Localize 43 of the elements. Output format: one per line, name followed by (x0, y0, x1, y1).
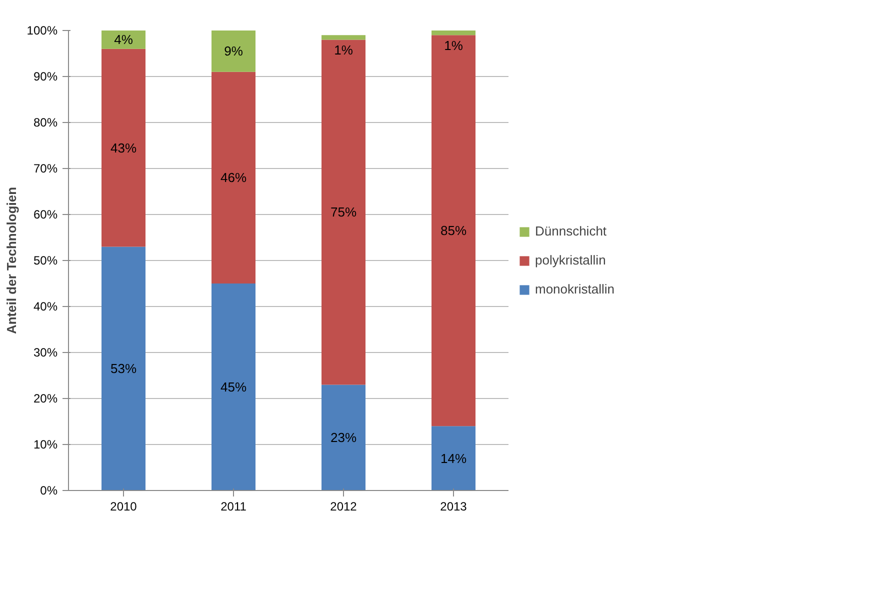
x-tick-label: 2010 (110, 500, 138, 514)
data-label: 1% (334, 42, 354, 58)
data-label: 9% (224, 44, 244, 59)
data-label: 46% (220, 170, 247, 186)
bar (322, 384, 366, 490)
data-label: 45% (220, 380, 247, 394)
y-tick-label: 50% (33, 254, 58, 268)
x-tick-label: 2012 (330, 500, 358, 514)
bar (102, 246, 146, 490)
y-axis-title: Anteil der Technologien (4, 186, 19, 334)
y-tick-label: 80% (33, 116, 58, 130)
x-tick-label: 2011 (220, 500, 247, 514)
y-tick-label: 0% (40, 484, 58, 498)
bar (212, 284, 256, 490)
data-label: 4% (114, 32, 134, 48)
y-tick-label: 60% (33, 208, 58, 222)
legend-label: polykristallin (535, 252, 606, 268)
y-tick-label: 20% (33, 392, 58, 406)
data-label: 85% (440, 223, 467, 238)
bar (432, 426, 476, 490)
y-tick-label: 70% (33, 162, 58, 176)
y-tick-label: 40% (33, 300, 58, 314)
bar (212, 72, 256, 284)
data-label: 23% (330, 430, 357, 446)
bar (322, 35, 366, 40)
data-label: 43% (110, 140, 137, 156)
x-tick-label: 2013 (440, 500, 468, 514)
legend-label: Dünnschicht (535, 224, 607, 238)
y-tick-label: 10% (33, 438, 58, 452)
bar (432, 35, 476, 426)
data-label: 53% (110, 361, 137, 376)
y-tick-label: 30% (33, 346, 58, 360)
bar (212, 30, 256, 72)
data-label: 75% (330, 204, 357, 220)
bar (322, 40, 366, 385)
bar (102, 30, 146, 49)
bar (432, 30, 476, 36)
legend-label: monokristallin (535, 282, 614, 296)
y-tick-label: 90% (33, 70, 58, 84)
bar (102, 48, 146, 247)
y-tick-label: 100% (26, 24, 58, 38)
data-label: 14% (440, 450, 467, 466)
data-label: 1% (444, 38, 464, 54)
